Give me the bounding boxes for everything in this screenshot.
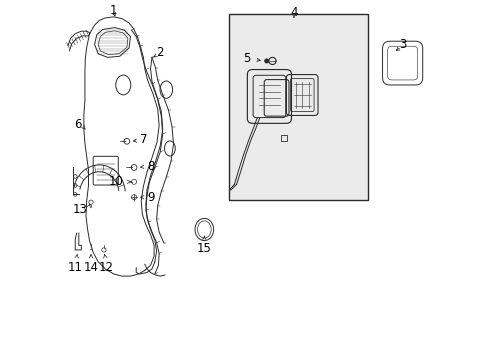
Text: 4: 4 bbox=[290, 6, 297, 19]
Text: 5: 5 bbox=[243, 52, 250, 65]
Text: 15: 15 bbox=[197, 242, 211, 255]
Text: 6: 6 bbox=[74, 118, 81, 131]
Text: 14: 14 bbox=[83, 261, 98, 274]
Text: 10: 10 bbox=[108, 175, 123, 188]
Text: 7: 7 bbox=[140, 133, 147, 146]
Text: 9: 9 bbox=[147, 191, 154, 204]
Text: 2: 2 bbox=[156, 46, 163, 59]
Bar bbox=[229, 14, 367, 200]
Text: 1: 1 bbox=[110, 4, 117, 17]
Text: 11: 11 bbox=[68, 261, 82, 274]
Text: 3: 3 bbox=[399, 38, 406, 51]
Circle shape bbox=[264, 59, 268, 63]
Text: 8: 8 bbox=[147, 160, 154, 173]
Text: 13: 13 bbox=[72, 203, 87, 216]
Text: 12: 12 bbox=[99, 261, 114, 274]
